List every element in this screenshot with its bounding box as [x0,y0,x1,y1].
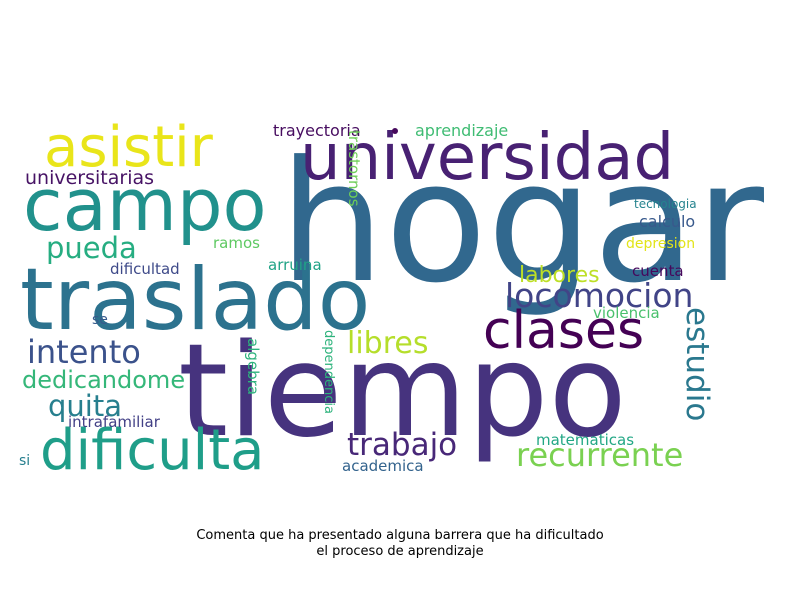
word-academica: academica [342,457,424,475]
word-trastornos: trastornos [345,130,363,207]
word-asistir: asistir [44,115,213,180]
word-tecnologia: tecnologia [634,197,697,211]
word-matematicas: matematicas [536,431,635,449]
word-dependencia: dependencia [321,330,336,414]
word-clases: clases [483,301,645,361]
word-traslado: traslado [20,250,371,350]
dot-mark [392,128,398,134]
figure-caption: Comenta que ha presentado alguna barrera… [100,528,700,560]
word-intrafamiliar: intrafamiliar [68,413,160,431]
word-pueda: pueda [46,231,137,265]
word-ramos: ramos [213,234,260,252]
word-depresion: depresion [626,236,696,252]
word-algebra: algebra [244,338,262,395]
word-locomocion: locomocion [505,276,694,315]
word-labores: labores [519,263,600,288]
word-intento: intento [27,333,141,371]
word-si: si [19,453,31,469]
word-dedicandome: dedicandome [22,366,186,394]
word-aprendizaje: aprendizaje [415,121,509,140]
word-tiempo: tiempo [178,317,627,466]
word-se: se [92,312,108,328]
word-universidad: universidad [300,121,675,195]
word-arruina: arruina [268,256,322,274]
word-cuenta: cuenta [632,262,684,280]
word-recurrente: recurrente [516,436,684,474]
word-dificulta: dificulta [40,418,265,483]
word-estudio: estudio [679,307,715,422]
caption-line-1: Comenta que ha presentado alguna barrera… [196,528,604,543]
word-campo: campo [23,163,267,247]
word-quita: quita [48,389,122,423]
word-calculo: calculo [639,212,696,231]
caption-line-2: el proceso de aprendizaje [316,544,484,559]
word-libres: libres [347,326,429,361]
word-universitarias: universitarias [25,167,155,189]
word-trabajo: trabajo [347,427,458,463]
word-trayectoria: trayectoria [273,121,361,140]
word-hogar: hogar [279,126,765,320]
word-dificultad: dificultad [110,260,180,278]
word-violencia: violencia [593,304,660,322]
